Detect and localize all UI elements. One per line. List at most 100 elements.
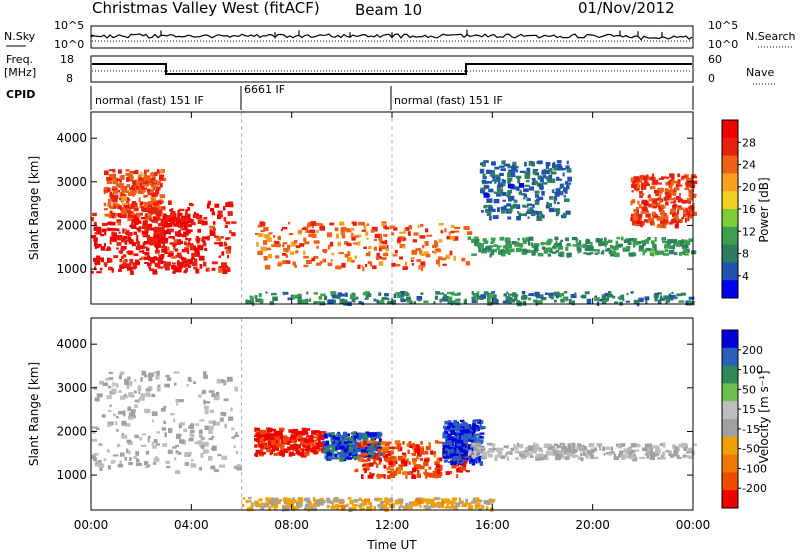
- velocity-cell: [222, 412, 227, 417]
- power-cell: [487, 250, 491, 253]
- power-cell: [154, 192, 158, 197]
- power-cell: [665, 301, 668, 305]
- velocity-cell: [459, 461, 463, 464]
- power-cell: [145, 219, 148, 224]
- velocity-cell: [363, 468, 370, 471]
- velocity-cell: [213, 395, 220, 401]
- power-cell: [515, 204, 521, 209]
- velocity-cell: [354, 440, 358, 446]
- power-cell: [264, 264, 271, 270]
- power-cell: [148, 189, 154, 192]
- power-cell: [535, 198, 540, 201]
- power-cell: [517, 187, 520, 191]
- velocity-cell: [537, 454, 544, 459]
- power-cell: [194, 251, 200, 255]
- velocity-cell: [124, 393, 127, 396]
- velocity-cell: [523, 451, 526, 455]
- power-cell: [664, 222, 668, 225]
- velocity-colorbar-segment: [722, 347, 738, 367]
- power-cell: [112, 177, 118, 180]
- velocity-cell: [347, 433, 350, 437]
- power-cell: [404, 261, 408, 267]
- velocity-cell: [296, 444, 301, 449]
- power-cell: [681, 175, 688, 179]
- velocity-colorbar-segment: [722, 454, 738, 473]
- power-cell: [630, 200, 633, 206]
- power-cell: [537, 294, 543, 299]
- power-cell: [528, 236, 533, 240]
- velocity-cell: [479, 461, 484, 466]
- velocity-cell: [316, 436, 321, 441]
- power-cell: [187, 224, 192, 228]
- power-cell: [169, 217, 175, 221]
- power-cell: [315, 222, 321, 226]
- velocity-cell: [411, 501, 415, 506]
- power-cell: [605, 293, 608, 297]
- velocity-cell: [354, 469, 359, 473]
- velocity-cell: [219, 417, 224, 422]
- power-cell: [357, 264, 361, 269]
- power-cell: [155, 186, 161, 191]
- velocity-cell: [144, 409, 151, 414]
- velocity-cell: [416, 455, 420, 460]
- velocity-cell: [373, 455, 377, 459]
- power-cell: [531, 177, 536, 181]
- power-cell: [264, 234, 271, 239]
- power-cell: [488, 207, 494, 212]
- power-cell: [501, 182, 506, 187]
- velocity-cell: [156, 431, 160, 434]
- velocity-cell: [455, 450, 460, 454]
- power-cell: [113, 255, 119, 259]
- power-cell: [562, 212, 567, 217]
- velocity-cell: [223, 398, 229, 402]
- power-cell: [148, 205, 151, 208]
- power-cell: [566, 167, 572, 173]
- velocity-cell: [348, 452, 352, 456]
- velocity-cell: [347, 497, 352, 500]
- power-cell: [595, 238, 600, 243]
- power-cell: [153, 205, 159, 208]
- velocity-cell: [302, 444, 307, 447]
- power-cell: [483, 291, 489, 296]
- power-cell: [663, 205, 666, 209]
- power-cell: [589, 246, 594, 251]
- velocity-cell: [465, 424, 470, 427]
- velocity-cell: [506, 445, 509, 449]
- velocity-cell: [379, 457, 382, 463]
- power-cell: [257, 224, 263, 228]
- velocity-cell: [165, 374, 170, 378]
- power-cell: [506, 203, 511, 207]
- velocity-cell: [447, 451, 451, 456]
- power-cell: [410, 257, 415, 260]
- power-cell: [108, 198, 113, 202]
- power-cell: [224, 225, 228, 228]
- velocity-cell: [316, 444, 320, 450]
- velocity-cell: [176, 434, 181, 440]
- velocity-cell: [464, 452, 469, 456]
- power-cell: [103, 243, 106, 247]
- power-cell: [657, 197, 661, 201]
- power-cell: [581, 294, 587, 299]
- velocity-cell: [118, 411, 124, 415]
- power-cell: [488, 293, 493, 298]
- velocity-cell: [294, 441, 297, 446]
- power-cell: [386, 244, 389, 249]
- power-cell: [665, 201, 669, 206]
- power-cell: [451, 224, 455, 228]
- velocity-cell: [509, 451, 513, 455]
- velocity-cell: [387, 498, 391, 504]
- velocity-cell: [381, 446, 388, 451]
- velocity-cell: [412, 460, 417, 465]
- velocity-cell: [313, 430, 320, 433]
- power-cell: [199, 264, 203, 269]
- power-cell: [656, 215, 661, 221]
- power-cell: [681, 216, 685, 220]
- power-cell: [490, 237, 496, 241]
- power-cell: [499, 172, 504, 176]
- power-cell: [173, 239, 178, 244]
- velocity-cell: [448, 456, 454, 460]
- power-cell: [123, 205, 130, 208]
- power-cell: [580, 295, 583, 298]
- power-cell: [127, 173, 134, 179]
- power-cell: [92, 212, 97, 217]
